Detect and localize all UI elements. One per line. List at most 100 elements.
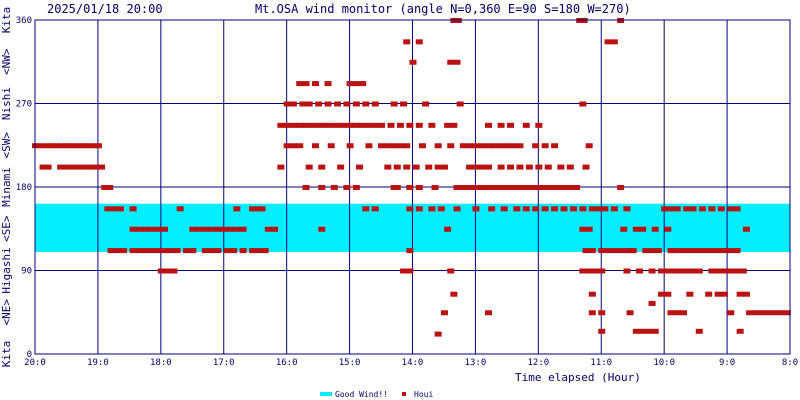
houi-point xyxy=(289,101,297,107)
houi-point xyxy=(604,248,612,254)
x-axis-label: Time elapsed (Hour) xyxy=(515,371,641,384)
houi-point xyxy=(82,164,90,170)
houi-point xyxy=(569,206,577,212)
houi-point xyxy=(324,101,332,107)
houi-point xyxy=(610,206,618,212)
legend-swatch-good-wind xyxy=(320,392,332,396)
houi-point xyxy=(220,226,228,232)
houi-point xyxy=(283,101,291,107)
houi-point xyxy=(544,164,552,170)
houi-point xyxy=(516,143,524,149)
houi-point xyxy=(632,328,640,334)
houi-point xyxy=(283,122,291,128)
houi-point xyxy=(466,185,474,190)
houi-point xyxy=(154,226,162,232)
houi-point xyxy=(428,122,436,128)
houi-point xyxy=(453,206,461,212)
houi-point xyxy=(689,206,697,212)
y-tick-label: 0 xyxy=(27,350,32,360)
houi-point xyxy=(406,122,414,128)
houi-point xyxy=(683,206,691,212)
houi-point xyxy=(230,248,238,254)
y-side-label: <SE> xyxy=(0,215,13,242)
houi-point xyxy=(94,143,102,149)
houi-point xyxy=(289,143,297,149)
houi-point xyxy=(384,164,392,170)
houi-point xyxy=(277,122,285,128)
houi-point xyxy=(195,226,203,232)
houi-point xyxy=(617,185,625,190)
houi-point xyxy=(371,206,379,212)
houi-point xyxy=(541,143,549,149)
houi-point xyxy=(148,248,156,254)
houi-point xyxy=(742,291,750,297)
houi-point xyxy=(626,248,634,254)
houi-point xyxy=(343,101,351,107)
houi-point xyxy=(472,206,480,212)
houi-point xyxy=(507,164,515,170)
houi-point xyxy=(58,143,66,149)
houi-point xyxy=(623,268,631,274)
houi-point xyxy=(453,59,461,65)
houi-point xyxy=(698,206,706,212)
houi-point xyxy=(352,101,360,107)
houi-point xyxy=(296,122,304,128)
houi-point xyxy=(396,122,404,128)
houi-point xyxy=(623,206,631,212)
houi-point xyxy=(720,268,728,274)
houi-point xyxy=(689,248,697,254)
houi-point xyxy=(680,310,688,316)
houi-point xyxy=(522,206,530,212)
houi-point xyxy=(777,310,785,316)
houi-point xyxy=(396,143,404,149)
houi-point xyxy=(437,206,445,212)
houi-point xyxy=(283,143,291,149)
houi-point xyxy=(648,268,656,274)
houi-points xyxy=(32,18,791,337)
houi-point xyxy=(239,248,247,254)
houi-point xyxy=(532,206,540,212)
houi-point xyxy=(409,59,417,65)
houi-point xyxy=(771,310,779,316)
houi-point xyxy=(620,226,628,232)
houi-point xyxy=(201,248,209,254)
houi-point xyxy=(154,248,162,254)
y-side-label: Minami xyxy=(0,167,13,207)
houi-point xyxy=(148,226,156,232)
houi-point xyxy=(255,248,263,254)
houi-point xyxy=(485,122,492,128)
houi-point xyxy=(746,310,754,316)
houi-point xyxy=(412,164,420,170)
houi-point xyxy=(318,185,326,190)
houi-point xyxy=(249,248,257,254)
houi-point xyxy=(302,81,310,87)
houi-point xyxy=(488,206,496,212)
houi-point xyxy=(588,291,596,297)
houi-point xyxy=(636,268,643,274)
houi-point xyxy=(579,226,587,232)
houi-point xyxy=(415,185,423,190)
houi-point xyxy=(456,101,464,107)
houi-point xyxy=(541,185,549,190)
legend-label-good-wind: Good Wind!! xyxy=(335,390,388,399)
houi-point xyxy=(44,164,52,170)
houi-point xyxy=(661,206,669,212)
houi-point xyxy=(110,206,118,212)
houi-point xyxy=(365,122,373,128)
houi-point xyxy=(327,122,335,128)
houi-point xyxy=(142,248,150,254)
houi-point xyxy=(585,226,593,232)
houi-point xyxy=(667,206,675,212)
houi-point xyxy=(170,268,178,274)
houi-point xyxy=(727,310,735,316)
houi-point xyxy=(98,164,106,170)
houi-point xyxy=(258,206,266,212)
y-side-label: Kita xyxy=(0,7,13,34)
houi-point xyxy=(516,164,524,170)
houi-point xyxy=(764,310,772,316)
houi-point xyxy=(440,164,448,170)
houi-point xyxy=(434,143,442,149)
houi-point xyxy=(510,143,518,149)
houi-point xyxy=(673,206,681,212)
